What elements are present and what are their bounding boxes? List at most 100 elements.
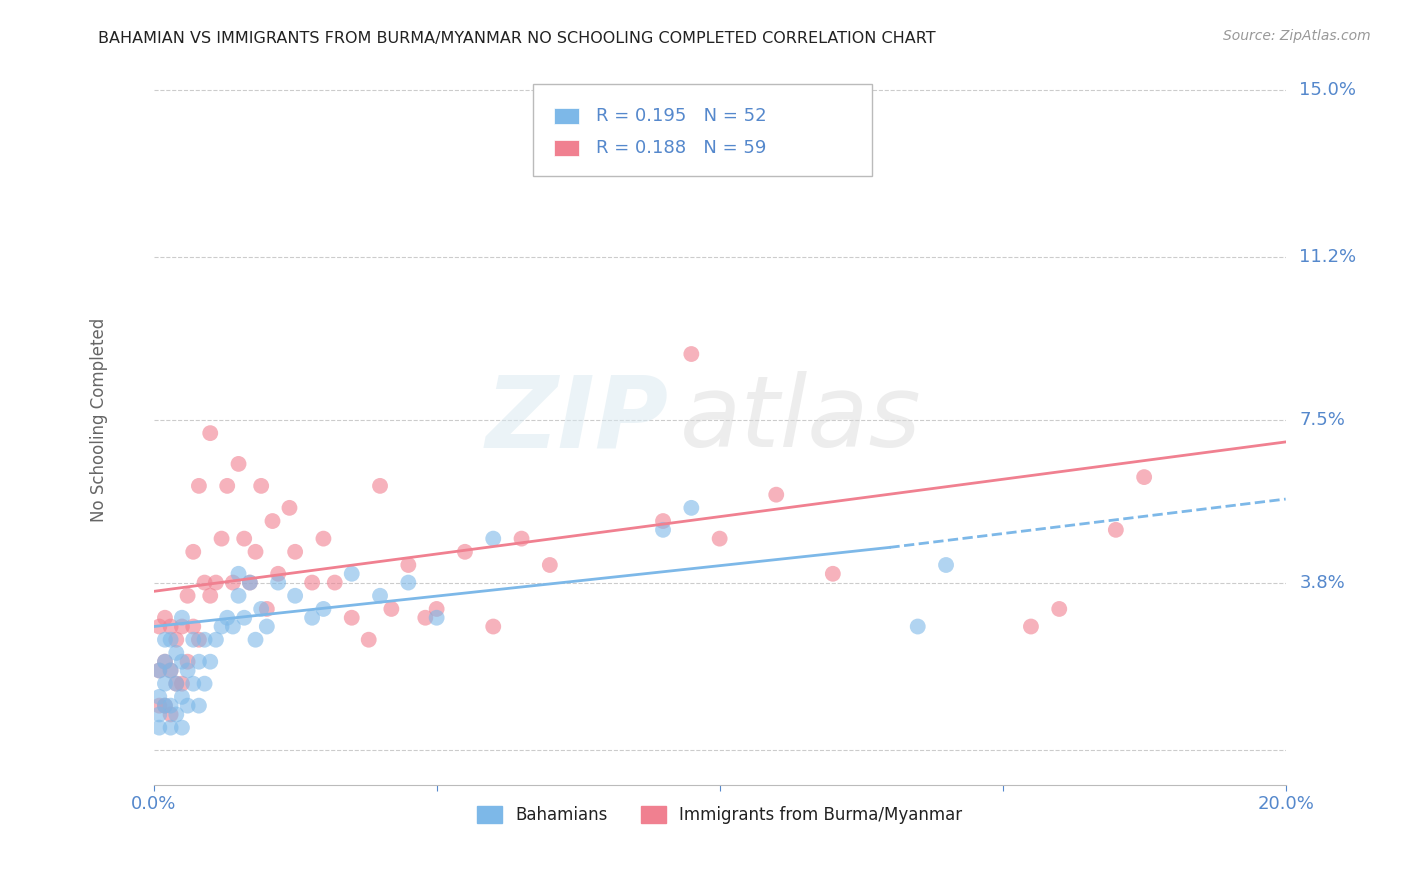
Point xyxy=(153,655,176,669)
Text: ZIP: ZIP xyxy=(485,371,669,468)
Point xyxy=(176,589,198,603)
Point xyxy=(148,664,170,678)
Point xyxy=(170,676,193,690)
Point xyxy=(205,575,228,590)
Point xyxy=(222,619,245,633)
Point xyxy=(426,602,449,616)
Point xyxy=(681,500,703,515)
Text: atlas: atlas xyxy=(681,371,922,468)
Point xyxy=(510,532,533,546)
Point xyxy=(538,558,561,572)
Point xyxy=(187,698,209,713)
Point xyxy=(765,488,787,502)
Point xyxy=(652,514,675,528)
Point xyxy=(181,632,204,647)
Text: 15.0%: 15.0% xyxy=(1299,81,1357,99)
Point xyxy=(907,619,929,633)
Point xyxy=(159,664,181,678)
Text: Source: ZipAtlas.com: Source: ZipAtlas.com xyxy=(1223,29,1371,43)
Point xyxy=(187,479,209,493)
Point xyxy=(426,611,449,625)
Point xyxy=(233,532,256,546)
Point xyxy=(233,611,256,625)
Point xyxy=(482,532,505,546)
Point xyxy=(148,619,170,633)
Point xyxy=(170,619,193,633)
Point xyxy=(211,619,233,633)
Text: BAHAMIAN VS IMMIGRANTS FROM BURMA/MYANMAR NO SCHOOLING COMPLETED CORRELATION CHA: BAHAMIAN VS IMMIGRANTS FROM BURMA/MYANMA… xyxy=(98,31,936,46)
Point xyxy=(181,619,204,633)
Point xyxy=(228,589,250,603)
Point xyxy=(368,479,391,493)
Point xyxy=(278,500,301,515)
Point xyxy=(652,523,675,537)
Point xyxy=(165,707,187,722)
Point xyxy=(170,690,193,704)
Point xyxy=(256,619,278,633)
Legend: Bahamians, Immigrants from Burma/Myanmar: Bahamians, Immigrants from Burma/Myanmar xyxy=(470,799,969,831)
Text: 3.8%: 3.8% xyxy=(1299,574,1346,591)
Point xyxy=(357,632,380,647)
Point xyxy=(194,676,217,690)
Point xyxy=(153,676,176,690)
Point xyxy=(415,611,437,625)
Point xyxy=(256,602,278,616)
Point xyxy=(245,545,267,559)
Point xyxy=(228,457,250,471)
Point xyxy=(153,611,176,625)
Point xyxy=(284,545,307,559)
Point xyxy=(148,707,170,722)
Point xyxy=(159,619,181,633)
Point xyxy=(187,632,209,647)
Point xyxy=(165,632,187,647)
Point xyxy=(301,611,323,625)
Point xyxy=(200,589,222,603)
Point xyxy=(148,690,170,704)
Point xyxy=(200,655,222,669)
Point xyxy=(239,575,262,590)
Point xyxy=(170,655,193,669)
Point xyxy=(267,575,290,590)
Point xyxy=(1047,602,1070,616)
Point xyxy=(250,479,273,493)
Point xyxy=(228,566,250,581)
Point xyxy=(153,698,176,713)
Point xyxy=(165,676,187,690)
Point xyxy=(165,646,187,660)
Point xyxy=(380,602,402,616)
Point xyxy=(482,619,505,633)
Point xyxy=(250,602,273,616)
Point xyxy=(245,632,267,647)
Point xyxy=(217,479,239,493)
Point xyxy=(312,602,335,616)
Point xyxy=(153,632,176,647)
Point xyxy=(187,655,209,669)
Point xyxy=(262,514,284,528)
Bar xyxy=(554,108,579,124)
Point xyxy=(312,532,335,546)
Point xyxy=(396,575,419,590)
Point xyxy=(181,676,204,690)
Point xyxy=(368,589,391,603)
Point xyxy=(165,676,187,690)
Point xyxy=(217,611,239,625)
Point xyxy=(159,721,181,735)
Point xyxy=(709,532,731,546)
Point xyxy=(159,664,181,678)
Text: 7.5%: 7.5% xyxy=(1299,411,1346,429)
Point xyxy=(323,575,346,590)
Point xyxy=(340,566,363,581)
Point xyxy=(396,558,419,572)
Bar xyxy=(554,140,579,156)
FancyBboxPatch shape xyxy=(533,85,873,176)
Point xyxy=(170,611,193,625)
Text: No Schooling Completed: No Schooling Completed xyxy=(90,318,108,522)
Point xyxy=(301,575,323,590)
Point xyxy=(176,655,198,669)
Point xyxy=(211,532,233,546)
Point xyxy=(1133,470,1156,484)
Point xyxy=(681,347,703,361)
Point xyxy=(340,611,363,625)
Point xyxy=(222,575,245,590)
Point xyxy=(239,575,262,590)
